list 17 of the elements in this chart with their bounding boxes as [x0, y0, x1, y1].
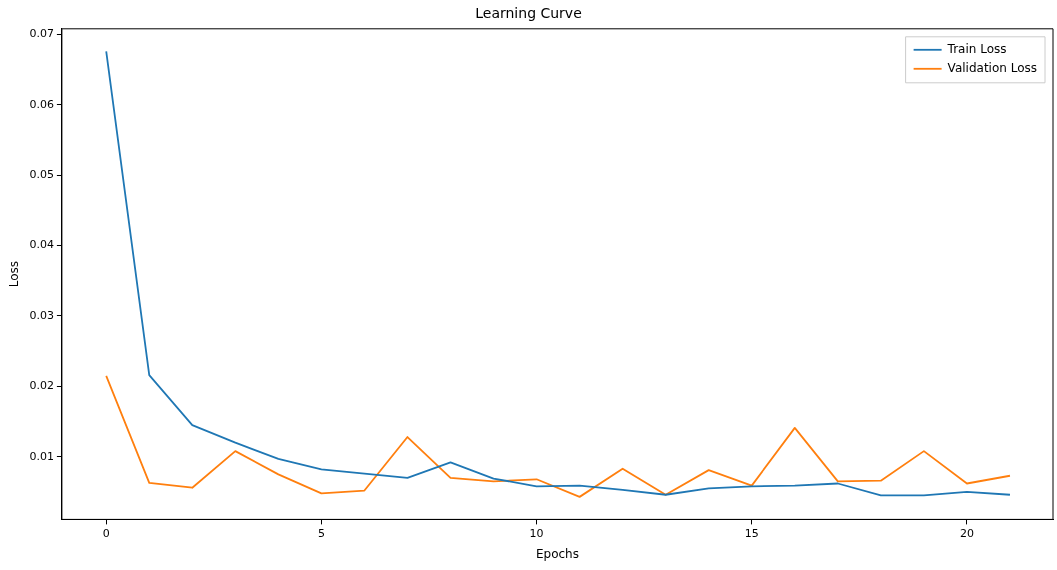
- x-tick-label: 15: [744, 526, 759, 540]
- x-axis-title: Epochs: [535, 546, 579, 561]
- y-tick-label: 0.05: [29, 168, 54, 182]
- y-tick-label: 0.07: [29, 27, 54, 41]
- y-tick-label: 0.01: [29, 449, 54, 463]
- x-tick-label: 5: [317, 526, 325, 540]
- legend-label: Validation Loss: [947, 60, 1037, 75]
- y-tick-label: 0.02: [29, 379, 54, 393]
- y-tick-label: 0.06: [29, 97, 54, 111]
- y-tick-label: 0.03: [29, 308, 54, 322]
- x-tick-label: 10: [529, 526, 544, 540]
- y-tick-label: 0.04: [29, 238, 54, 252]
- x-tick-label: 20: [959, 526, 974, 540]
- x-tick-label: 0: [102, 526, 110, 540]
- y-axis-title: Loss: [7, 260, 22, 288]
- legend-label: Train Loss: [946, 41, 1007, 56]
- chart-title: Learning Curve: [475, 5, 582, 22]
